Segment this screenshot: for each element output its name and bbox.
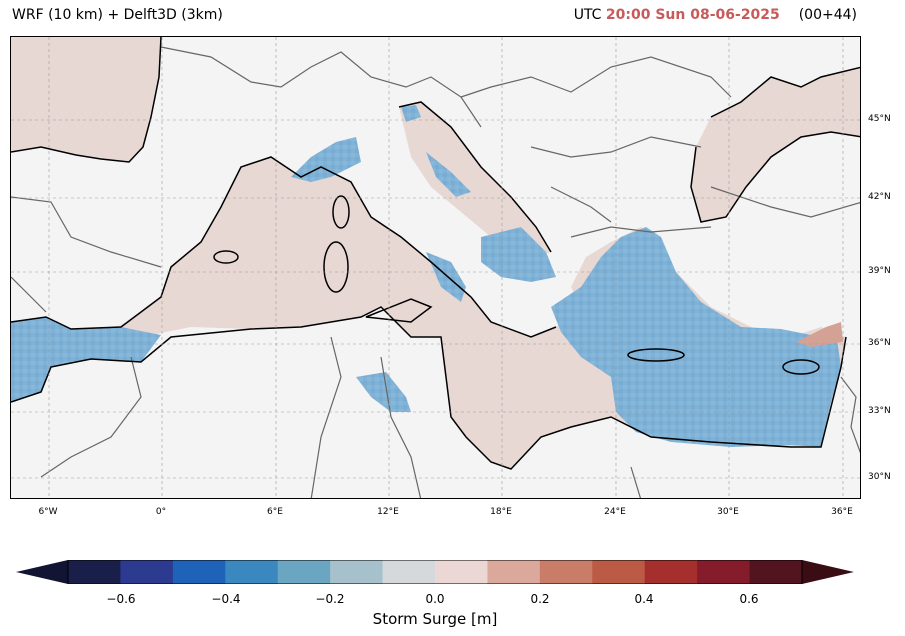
colorbar-tick-02: 0.2 (530, 592, 550, 606)
lead-time: (00+44) (798, 7, 857, 23)
colorbar-segment (592, 560, 646, 584)
tyrrhenian-negative (426, 252, 466, 302)
colorbar-segment (330, 560, 384, 584)
utc-prefix: UTC (573, 7, 602, 23)
colorbar-segment (697, 560, 751, 584)
lon-label-0: 0° (155, 507, 167, 517)
ionian-negative (481, 227, 556, 282)
colorbar-segment (749, 560, 803, 584)
title-left: WRF (10 km) + Delft3D (3km) (12, 7, 223, 23)
atlantic-sea (11, 37, 161, 162)
colorbar-tick-04: 0.4 (634, 592, 654, 606)
levant-positive-patch (796, 322, 843, 347)
colorbar-extend-high (802, 560, 854, 584)
lat-label-45n: 45°N (868, 114, 891, 124)
colorbar-segment (644, 560, 698, 584)
title-right: UTC 20:00 Sun 08-06-2025 (00+44) (574, 7, 857, 23)
gridlines (11, 37, 860, 498)
adriatic-sea (399, 102, 551, 257)
colorbar-tick-06: 0.6 (739, 592, 759, 606)
lat-label-42n: 42°N (868, 192, 891, 202)
map-panel[interactable] (10, 36, 861, 499)
country-borders (11, 46, 860, 498)
adriatic-negative (401, 105, 421, 122)
lon-label-30e: 30°E (717, 507, 739, 517)
colorbar-segment (382, 560, 436, 584)
colorbar-segment (172, 560, 226, 584)
colorbar-segments (68, 560, 803, 584)
colorbar-segment (487, 560, 541, 584)
forecast-datetime: 20:00 Sun 08-06-2025 (605, 7, 780, 23)
colorbar-label: Storm Surge [m] (372, 610, 498, 628)
colorbar-tick-neg04: −0.4 (211, 592, 241, 606)
lon-label-18e: 18°E (490, 507, 512, 517)
lon-label-36e: 36°E (831, 507, 853, 517)
colorbar-segment (277, 560, 331, 584)
adriatic-mid-negative (426, 152, 471, 197)
colorbar-segment (435, 560, 488, 584)
lat-label-30n: 30°N (868, 472, 891, 482)
aegean-levant-negative (551, 227, 841, 447)
colorbar-tick-neg06: −0.6 (106, 592, 136, 606)
sicily-negative (356, 372, 411, 412)
lon-label-24e: 24°E (604, 507, 626, 517)
colorbar-segment (539, 560, 593, 584)
lon-label-6e: 6°E (267, 507, 283, 517)
map-canvas (11, 37, 860, 498)
ligurian-negative (291, 137, 361, 182)
colorbar-segment (225, 560, 279, 584)
colorbar-segment (120, 560, 174, 584)
lon-label-12e: 12°E (377, 507, 399, 517)
colorbar (16, 560, 854, 584)
coastlines (11, 37, 860, 470)
colorbar-tick-neg02: −0.2 (315, 592, 345, 606)
lat-label-39n: 39°N (868, 266, 891, 276)
lon-label-6w: 6°W (38, 507, 58, 517)
colorbar-tick-0: 0.0 (425, 592, 445, 606)
lat-label-33n: 33°N (868, 406, 891, 416)
colorbar-extend-low (16, 560, 68, 584)
lat-label-36n: 36°N (868, 338, 891, 348)
colorbar-segment (68, 560, 121, 584)
